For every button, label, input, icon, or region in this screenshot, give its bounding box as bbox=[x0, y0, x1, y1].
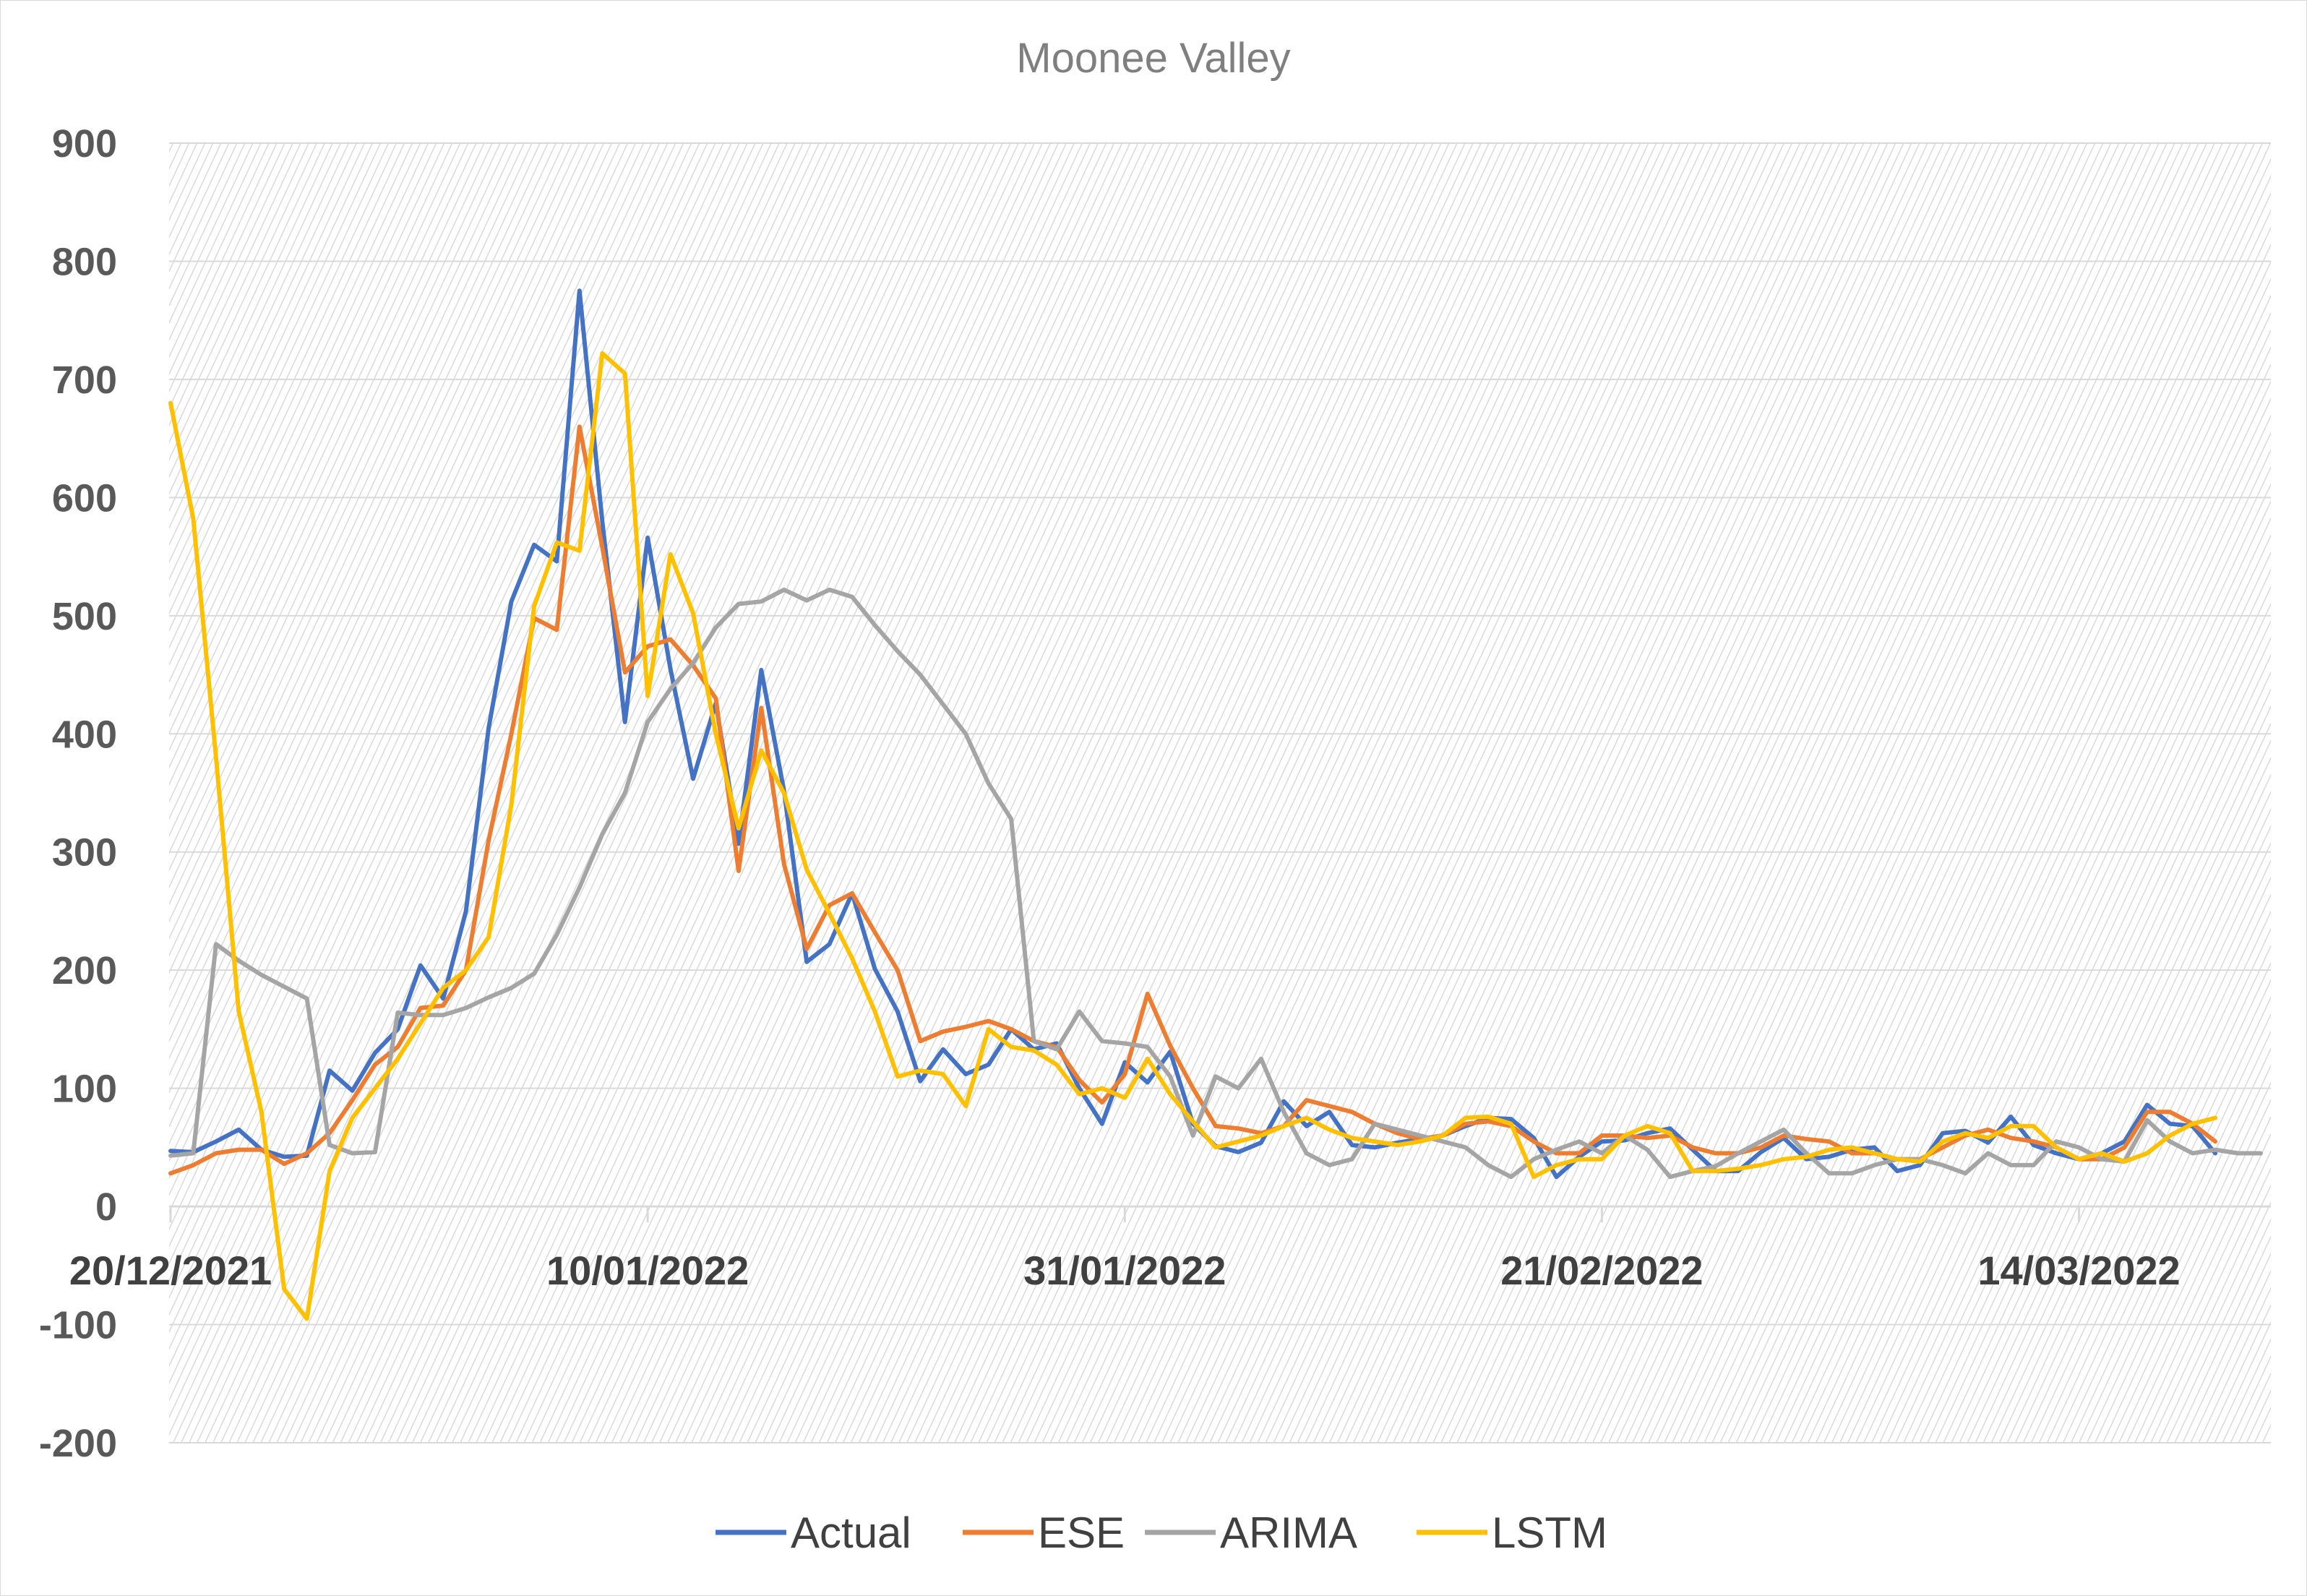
x-tick-label: 14/03/2022 bbox=[1977, 1248, 2180, 1293]
y-tick-label: 900 bbox=[52, 122, 117, 166]
y-tick-label: -200 bbox=[39, 1422, 117, 1465]
y-tick-label: 0 bbox=[95, 1185, 117, 1229]
legend-label-ese: ESE bbox=[1038, 1509, 1125, 1557]
legend-label-actual: Actual bbox=[791, 1509, 911, 1557]
plot-area bbox=[169, 143, 2271, 1443]
legend-label-lstm: LSTM bbox=[1492, 1509, 1607, 1557]
y-tick-label: 500 bbox=[52, 595, 117, 638]
y-tick-label: 100 bbox=[52, 1068, 117, 1111]
series-lines bbox=[168, 288, 2263, 1321]
y-axis-ticks: -200 -100 0 100 200 300 400 500 600 700 800 900 bbox=[39, 122, 117, 1465]
x-axis: 20/12/2021 10/01/2022 31/01/2022 21/02/2022… bbox=[69, 1205, 2271, 1293]
gridlines bbox=[169, 142, 2271, 1443]
y-tick-label: 300 bbox=[52, 831, 117, 875]
y-tick-label: 700 bbox=[52, 359, 117, 402]
x-tick-label: 31/01/2022 bbox=[1023, 1248, 1226, 1293]
x-tick-label: 10/01/2022 bbox=[546, 1248, 749, 1293]
legend-label-arima: ARIMA bbox=[1220, 1509, 1357, 1557]
y-tick-label: 400 bbox=[52, 713, 117, 756]
y-tick-label: 200 bbox=[52, 949, 117, 992]
legend: Actual ESE ARIMA LSTM bbox=[716, 1509, 1607, 1557]
y-tick-label: -100 bbox=[39, 1304, 117, 1347]
x-tick-label: 20/12/2021 bbox=[69, 1248, 272, 1293]
y-tick-label: 600 bbox=[52, 476, 117, 520]
x-tick-label: 21/02/2022 bbox=[1500, 1248, 1703, 1293]
series-line-lstm bbox=[168, 351, 2218, 1321]
y-tick-label: 800 bbox=[52, 240, 117, 283]
chart-title: Moonee Valley bbox=[1016, 35, 1290, 82]
